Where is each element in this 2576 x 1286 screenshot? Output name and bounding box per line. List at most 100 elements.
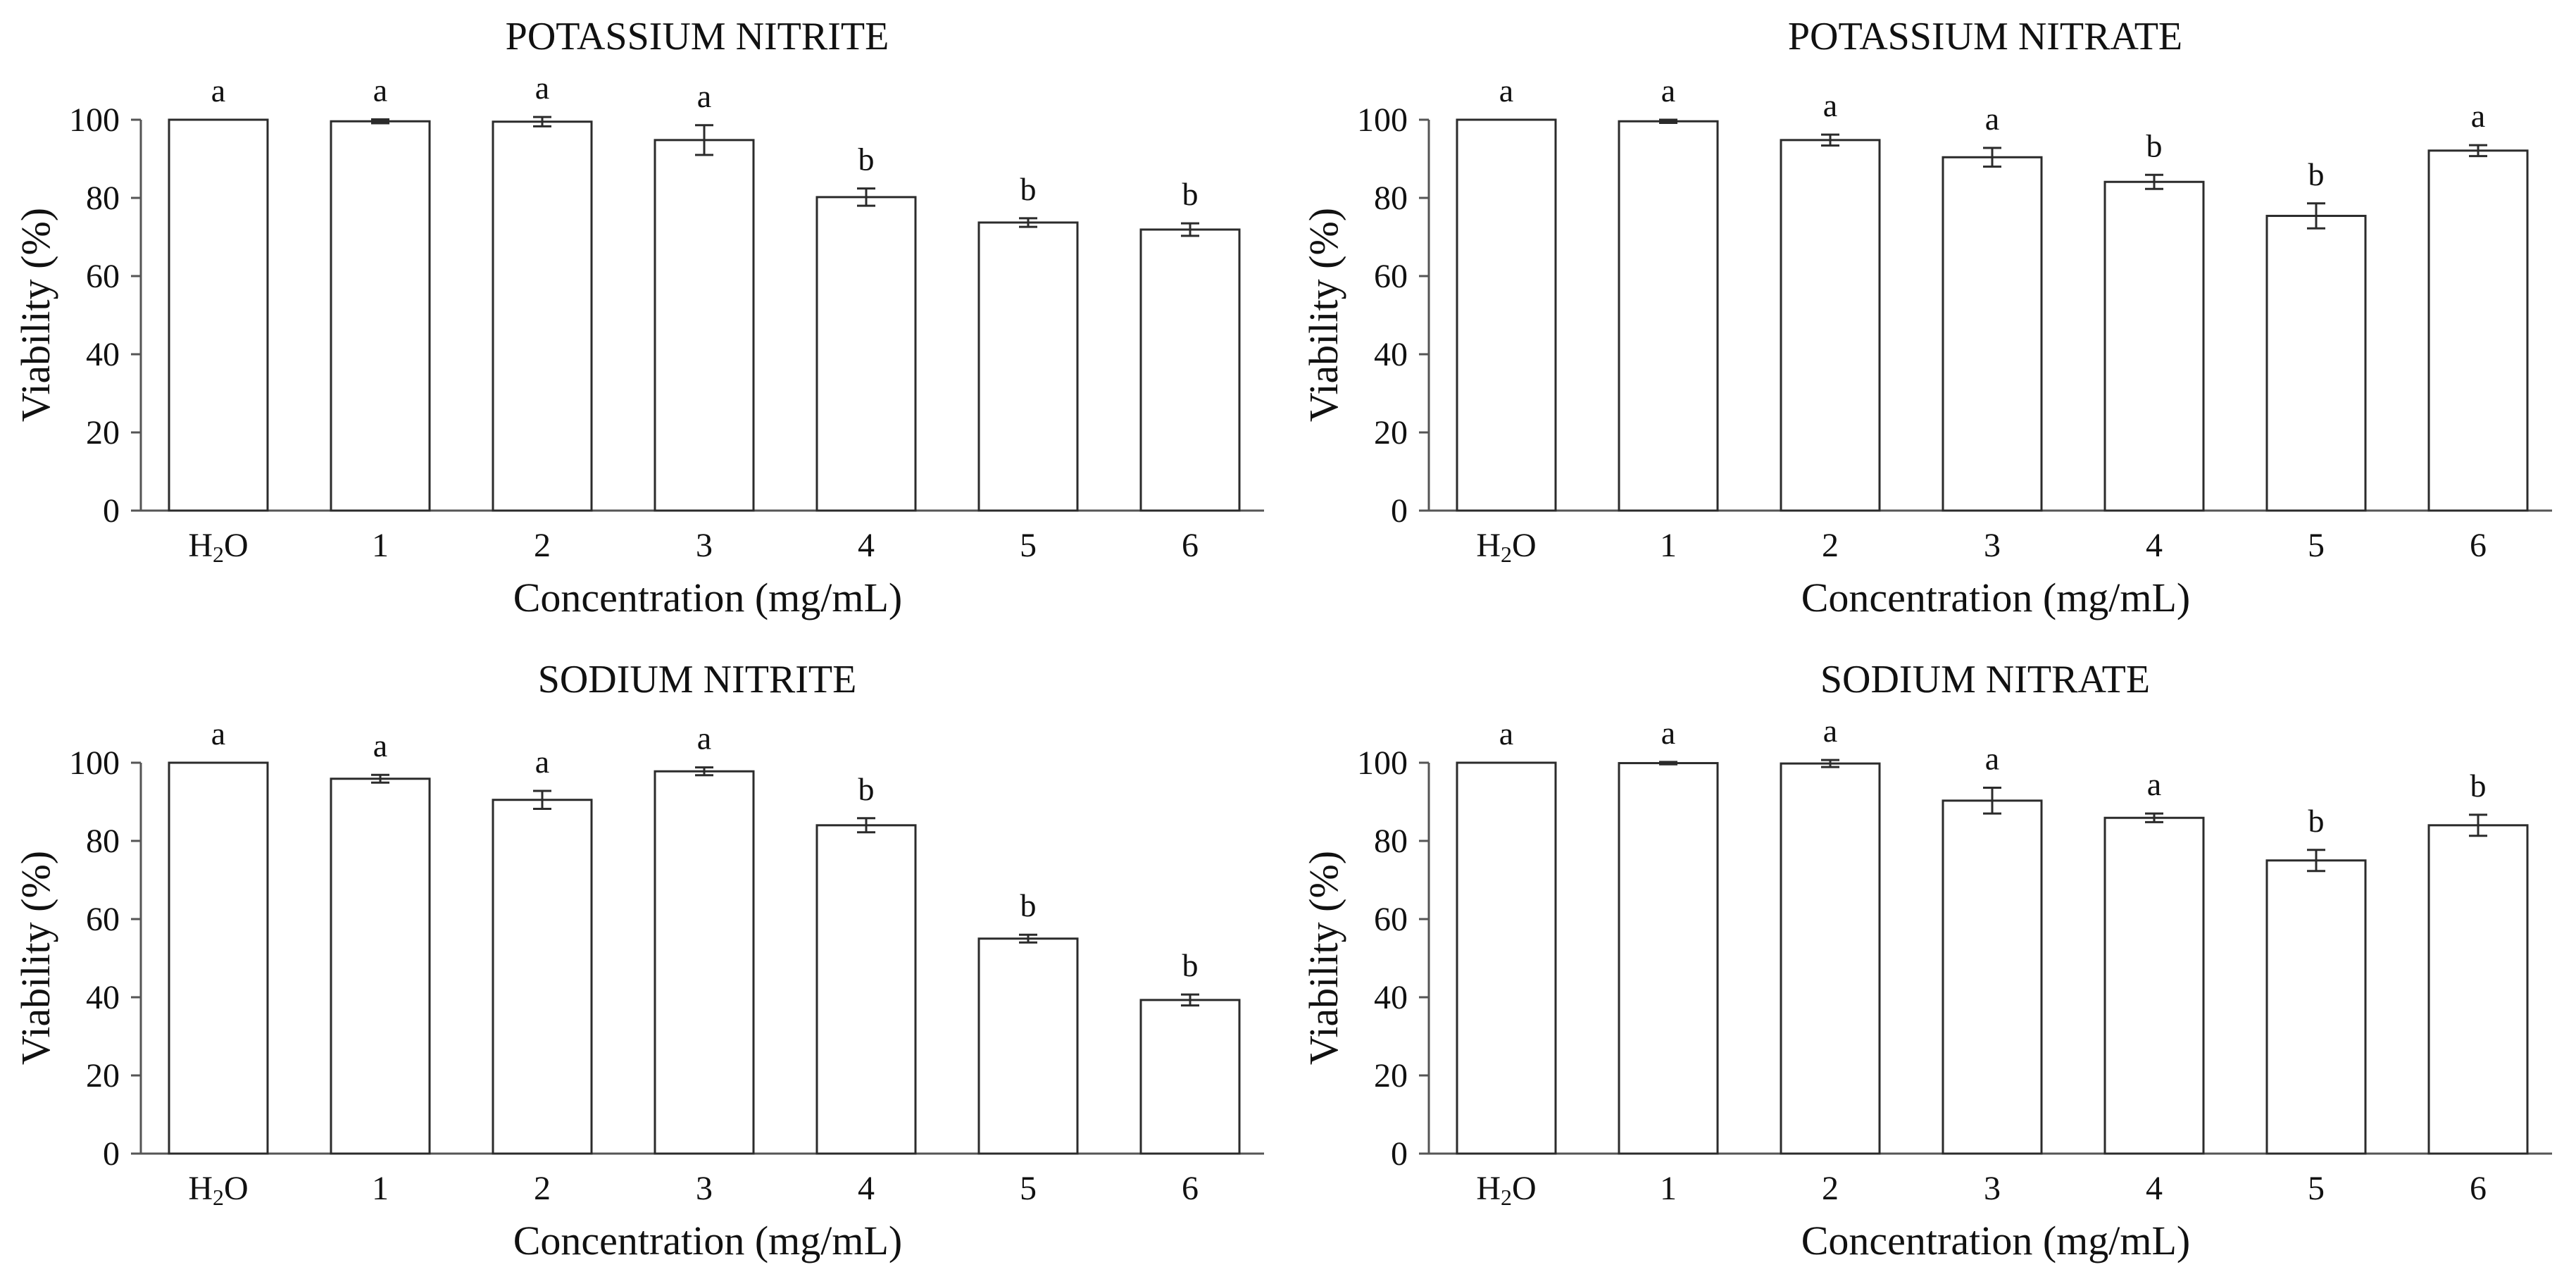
significance-letter: a: [1499, 716, 1513, 751]
bar: [2103, 180, 2205, 512]
bar: [1139, 999, 1241, 1155]
y-axis-label: Viability (%): [1301, 208, 1346, 422]
x-tick-label: 3: [696, 527, 713, 564]
y-axis-label: Viability (%): [13, 851, 58, 1065]
x-tick-label: 2: [1822, 527, 1839, 564]
significance-letter: a: [1661, 715, 1675, 751]
chart-svg: SODIUM NITRITE 0 20 40 60 80 100 a H2O a 1 a 2 a 3 b 4 b 5…: [13, 658, 1264, 1263]
bar: [2265, 215, 2367, 512]
significance-letter: a: [535, 744, 549, 780]
x-tick-label: 1: [1660, 1170, 1677, 1207]
x-axis-label: Concentration (mg/mL): [513, 1218, 902, 1263]
bar: [1618, 120, 1719, 512]
significance-letter: a: [697, 78, 711, 114]
bar: [815, 824, 917, 1155]
chart-title: SODIUM NITRITE: [538, 658, 857, 701]
x-axis-label: Concentration (mg/mL): [513, 575, 902, 620]
y-tick-label: 0: [1391, 1135, 1408, 1173]
bar: [1942, 156, 2043, 512]
significance-letter: a: [2147, 766, 2161, 802]
bar: [168, 118, 269, 512]
significance-letter: a: [697, 720, 711, 756]
x-axis-label: Concentration (mg/mL): [1801, 1218, 2190, 1263]
bar: [330, 120, 431, 512]
x-tick-label: 2: [534, 1170, 551, 1207]
x-tick-label: 1: [1660, 527, 1677, 564]
significance-letter: b: [1020, 887, 1037, 923]
significance-letter: b: [858, 142, 875, 177]
bar: [492, 799, 593, 1155]
y-tick-label: 80: [86, 823, 120, 860]
significance-letter: b: [1182, 176, 1199, 212]
bar: [2265, 859, 2367, 1155]
y-tick-label: 20: [1374, 414, 1408, 451]
chart-title: SODIUM NITRATE: [1820, 658, 2150, 701]
bar: [1780, 762, 1881, 1155]
x-tick-label: 3: [1984, 1170, 2001, 1207]
y-tick-label: 20: [1374, 1057, 1408, 1094]
bar: [1456, 761, 1557, 1155]
x-tick-label: H2O: [1476, 527, 1536, 567]
bar: [2427, 824, 2529, 1155]
chart-sodium-nitrite: SODIUM NITRITE 0 20 40 60 80 100 a H2O a 1 a 2 a 3 b 4 b 5…: [0, 643, 1288, 1286]
y-tick-label: 40: [86, 336, 120, 373]
significance-letter: b: [1182, 947, 1199, 983]
bar: [1618, 762, 1719, 1155]
x-tick-label: 3: [1984, 527, 2001, 564]
significance-letter: b: [2146, 127, 2163, 163]
chart-title: POTASSIUM NITRATE: [1788, 15, 2182, 58]
significance-letter: a: [1985, 101, 1999, 137]
y-tick-label: 100: [1357, 744, 1408, 782]
x-tick-label: 5: [1020, 527, 1037, 564]
significance-letter: b: [2308, 156, 2325, 192]
x-tick-label: 1: [372, 527, 389, 564]
y-tick-label: 80: [1374, 823, 1408, 860]
significance-letter: a: [535, 70, 549, 106]
y-tick-label: 100: [69, 101, 120, 139]
bar: [1456, 118, 1557, 512]
significance-letter: b: [858, 771, 875, 807]
y-tick-label: 80: [86, 180, 120, 217]
bar: [330, 778, 431, 1155]
significance-letter: b: [1020, 171, 1037, 207]
x-tick-label: H2O: [1476, 1170, 1536, 1210]
chart-potassium-nitrite: POTASSIUM NITRITE 0 20 40 60 80 100 a H2O a 1 a 2 a 3 b…: [0, 0, 1288, 643]
y-tick-label: 20: [86, 414, 120, 451]
bar: [1780, 139, 1881, 512]
x-axis-label: Concentration (mg/mL): [1801, 575, 2190, 620]
y-tick-label: 100: [1357, 101, 1408, 139]
x-tick-label: 3: [696, 1170, 713, 1207]
x-tick-label: 6: [2470, 527, 2487, 564]
significance-letter: b: [2308, 803, 2325, 839]
y-tick-label: 40: [1374, 979, 1408, 1016]
x-tick-label: 4: [2146, 527, 2163, 564]
x-tick-label: 4: [858, 1170, 875, 1207]
bar: [1942, 799, 2043, 1155]
y-tick-label: 60: [86, 258, 120, 295]
x-tick-label: H2O: [188, 1170, 248, 1210]
bar: [2103, 816, 2205, 1155]
y-tick-label: 0: [103, 1135, 120, 1173]
bar: [977, 221, 1079, 512]
y-tick-label: 80: [1374, 180, 1408, 217]
chart-sodium-nitrate: SODIUM NITRATE 0 20 40 60 80 100 a H2O a 1 a 2 a 3 a 4 b 5…: [1288, 643, 2576, 1286]
chart-title: POTASSIUM NITRITE: [506, 15, 889, 58]
significance-letter: a: [373, 72, 387, 108]
x-tick-label: H2O: [188, 527, 248, 567]
x-tick-label: 6: [2470, 1170, 2487, 1207]
significance-letter: a: [211, 73, 225, 108]
chart-svg: SODIUM NITRATE 0 20 40 60 80 100 a H2O a 1 a 2 a 3 a 4 b 5…: [1301, 658, 2552, 1263]
bar: [2427, 149, 2529, 512]
chart-potassium-nitrate: POTASSIUM NITRATE 0 20 40 60 80 100 a H2O a 1 a 2 a 3 b…: [1288, 0, 2576, 643]
significance-letter: a: [2471, 98, 2485, 134]
bar: [492, 120, 593, 512]
x-tick-label: 6: [1182, 527, 1199, 564]
y-tick-label: 0: [103, 492, 120, 530]
y-tick-label: 100: [69, 744, 120, 782]
x-tick-label: 6: [1182, 1170, 1199, 1207]
x-tick-label: 5: [1020, 1170, 1037, 1207]
bar: [654, 139, 755, 512]
y-tick-label: 40: [86, 979, 120, 1016]
significance-letter: a: [1499, 73, 1513, 108]
y-tick-label: 60: [1374, 258, 1408, 295]
